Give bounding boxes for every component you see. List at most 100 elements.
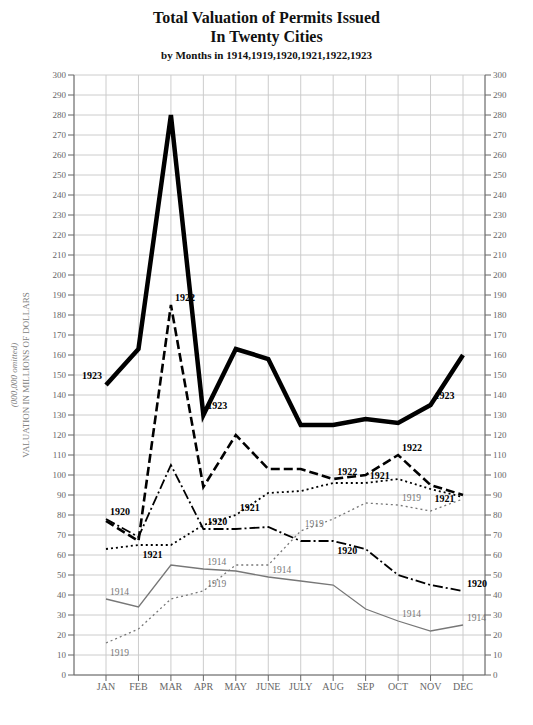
svg-text:280: 280 — [493, 110, 507, 120]
svg-text:240: 240 — [493, 190, 507, 200]
svg-text:160: 160 — [53, 350, 67, 360]
svg-text:110: 110 — [493, 450, 507, 460]
svg-text:(000,000 omitted): (000,000 omitted) — [9, 343, 19, 408]
svg-text:220: 220 — [493, 230, 507, 240]
svg-text:230: 230 — [493, 210, 507, 220]
svg-text:100: 100 — [493, 470, 507, 480]
svg-text:1920: 1920 — [207, 516, 227, 527]
svg-text:200: 200 — [493, 270, 507, 280]
svg-text:240: 240 — [53, 190, 67, 200]
svg-text:190: 190 — [493, 290, 507, 300]
svg-text:1919: 1919 — [402, 493, 421, 503]
svg-text:100: 100 — [53, 470, 67, 480]
svg-text:150: 150 — [53, 370, 67, 380]
svg-text:1921: 1921 — [240, 502, 260, 513]
svg-text:230: 230 — [53, 210, 67, 220]
svg-text:190: 190 — [53, 290, 67, 300]
svg-text:120: 120 — [493, 430, 507, 440]
svg-text:1914: 1914 — [402, 609, 421, 619]
svg-text:140: 140 — [493, 390, 507, 400]
svg-text:270: 270 — [53, 130, 67, 140]
svg-text:300: 300 — [53, 70, 67, 80]
svg-text:90: 90 — [57, 490, 67, 500]
svg-text:SEP: SEP — [357, 681, 375, 692]
svg-text:130: 130 — [493, 410, 507, 420]
svg-text:180: 180 — [53, 310, 67, 320]
svg-text:290: 290 — [53, 90, 67, 100]
svg-text:250: 250 — [53, 170, 67, 180]
svg-text:APR: APR — [194, 681, 214, 692]
svg-text:60: 60 — [57, 550, 67, 560]
svg-text:210: 210 — [53, 250, 67, 260]
svg-text:40: 40 — [493, 590, 503, 600]
svg-text:30: 30 — [493, 610, 503, 620]
svg-text:1923: 1923 — [82, 370, 102, 381]
svg-text:1914: 1914 — [467, 613, 486, 623]
svg-text:180: 180 — [493, 310, 507, 320]
svg-text:10: 10 — [493, 650, 503, 660]
svg-text:AUG: AUG — [322, 681, 344, 692]
svg-text:JUNE: JUNE — [256, 681, 280, 692]
svg-text:210: 210 — [493, 250, 507, 260]
svg-text:250: 250 — [493, 170, 507, 180]
svg-text:10: 10 — [57, 650, 67, 660]
svg-text:1923: 1923 — [207, 400, 227, 411]
svg-text:160: 160 — [493, 350, 507, 360]
svg-text:1919: 1919 — [207, 579, 226, 589]
svg-text:1920: 1920 — [467, 578, 487, 589]
svg-text:1914: 1914 — [110, 587, 129, 597]
svg-text:290: 290 — [493, 90, 507, 100]
svg-text:40: 40 — [57, 590, 67, 600]
svg-text:260: 260 — [53, 150, 67, 160]
svg-text:270: 270 — [493, 130, 507, 140]
svg-text:1922: 1922 — [337, 466, 357, 477]
svg-text:1914: 1914 — [207, 557, 226, 567]
svg-text:220: 220 — [53, 230, 67, 240]
svg-text:1920: 1920 — [337, 545, 357, 556]
svg-text:140: 140 — [53, 390, 67, 400]
svg-text:JAN: JAN — [97, 681, 115, 692]
svg-text:VALUATION IN MILLIONS OF DOLLA: VALUATION IN MILLIONS OF DOLLARS — [21, 292, 31, 457]
svg-text:1921: 1921 — [142, 549, 162, 560]
svg-text:170: 170 — [53, 330, 67, 340]
svg-text:1922: 1922 — [402, 442, 422, 453]
svg-text:280: 280 — [53, 110, 67, 120]
svg-text:1922: 1922 — [175, 292, 195, 303]
svg-text:170: 170 — [493, 330, 507, 340]
svg-text:0: 0 — [493, 670, 498, 680]
svg-text:50: 50 — [493, 570, 503, 580]
svg-text:1919: 1919 — [110, 648, 129, 658]
svg-text:0: 0 — [62, 670, 67, 680]
svg-text:1921: 1921 — [370, 470, 390, 481]
svg-text:200: 200 — [53, 270, 67, 280]
svg-text:70: 70 — [57, 530, 67, 540]
svg-text:30: 30 — [57, 610, 67, 620]
svg-text:DEC: DEC — [453, 681, 473, 692]
svg-text:80: 80 — [493, 510, 503, 520]
svg-text:110: 110 — [53, 450, 67, 460]
svg-text:1914: 1914 — [272, 565, 291, 575]
svg-text:NOV: NOV — [420, 681, 442, 692]
html-text:Total Valuation of Permits Iss: Total Valuation of Permits Issued — [153, 9, 380, 26]
svg-text:OCT: OCT — [388, 681, 408, 692]
svg-text:1921: 1921 — [435, 493, 455, 504]
svg-text:1920: 1920 — [110, 506, 130, 517]
svg-text:20: 20 — [57, 630, 67, 640]
svg-text:300: 300 — [493, 70, 507, 80]
svg-text:120: 120 — [53, 430, 67, 440]
svg-text:MAY: MAY — [225, 681, 247, 692]
svg-text:150: 150 — [493, 370, 507, 380]
svg-text:MAR: MAR — [160, 681, 183, 692]
svg-text:60: 60 — [493, 550, 503, 560]
svg-text:20: 20 — [493, 630, 503, 640]
svg-text:50: 50 — [57, 570, 67, 580]
svg-text:JULY: JULY — [289, 681, 312, 692]
svg-text:260: 260 — [493, 150, 507, 160]
svg-text:80: 80 — [57, 510, 67, 520]
svg-text:1923: 1923 — [435, 390, 455, 401]
svg-text:90: 90 — [493, 490, 503, 500]
svg-text:130: 130 — [53, 410, 67, 420]
svg-text:1919: 1919 — [305, 519, 324, 529]
svg-text:70: 70 — [493, 530, 503, 540]
svg-text:FEB: FEB — [129, 681, 148, 692]
